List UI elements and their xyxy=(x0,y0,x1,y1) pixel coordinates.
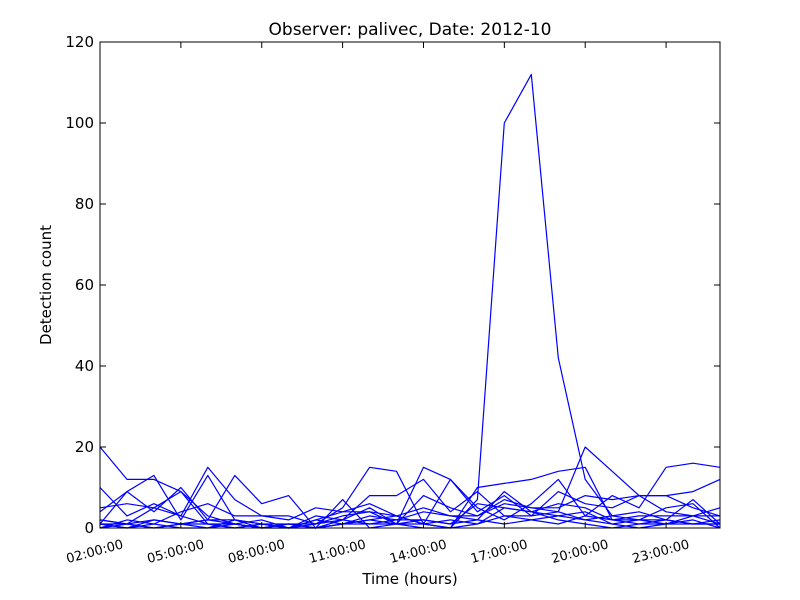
x-tick-label-5: 14:00:00 xyxy=(388,537,448,567)
x-tick-label-3: 08:00:00 xyxy=(226,537,286,567)
y-tick-label-7: 120 xyxy=(65,33,94,51)
y-tick-label-4: 60 xyxy=(75,276,94,294)
series-line-1 xyxy=(99,446,720,529)
series-line-3 xyxy=(99,462,721,525)
series-line-6 xyxy=(99,495,721,529)
x-tick-label-7: 20:00:00 xyxy=(550,537,610,567)
series-line-5 xyxy=(99,466,721,529)
y-tick-label-5: 80 xyxy=(75,195,94,213)
x-tick-label-4: 11:00:00 xyxy=(307,537,367,567)
series-line-7 xyxy=(100,491,721,529)
y-axis-label: Detection count xyxy=(37,225,55,345)
x-tick-label-1: 02:00:00 xyxy=(65,537,125,567)
series-line-4 xyxy=(99,446,721,529)
y-tick-label-3: 40 xyxy=(75,357,94,375)
y-tick-label-2: 20 xyxy=(75,438,94,456)
series-line-10 xyxy=(99,511,721,529)
series-line-12 xyxy=(99,515,720,529)
plot-frame xyxy=(99,41,721,529)
chart-title: Observer: palivec, Date: 2012-10 xyxy=(269,20,552,40)
x-tick-label-6: 17:00:00 xyxy=(469,537,529,567)
series-line-2 xyxy=(99,73,720,529)
x-axis-label: Time (hours) xyxy=(361,570,457,588)
ticks-layer: 0 20 40 60 80 100 120 02:00:00 05:00:00 08:00:00 1… xyxy=(65,33,720,567)
series-layer xyxy=(99,73,721,529)
y-tick-label-1: 0 xyxy=(84,519,94,537)
x-tick-label-8: 23:00:00 xyxy=(631,537,691,567)
x-tick-label-2: 05:00:00 xyxy=(146,537,206,567)
y-tick-label-6: 100 xyxy=(65,114,94,132)
